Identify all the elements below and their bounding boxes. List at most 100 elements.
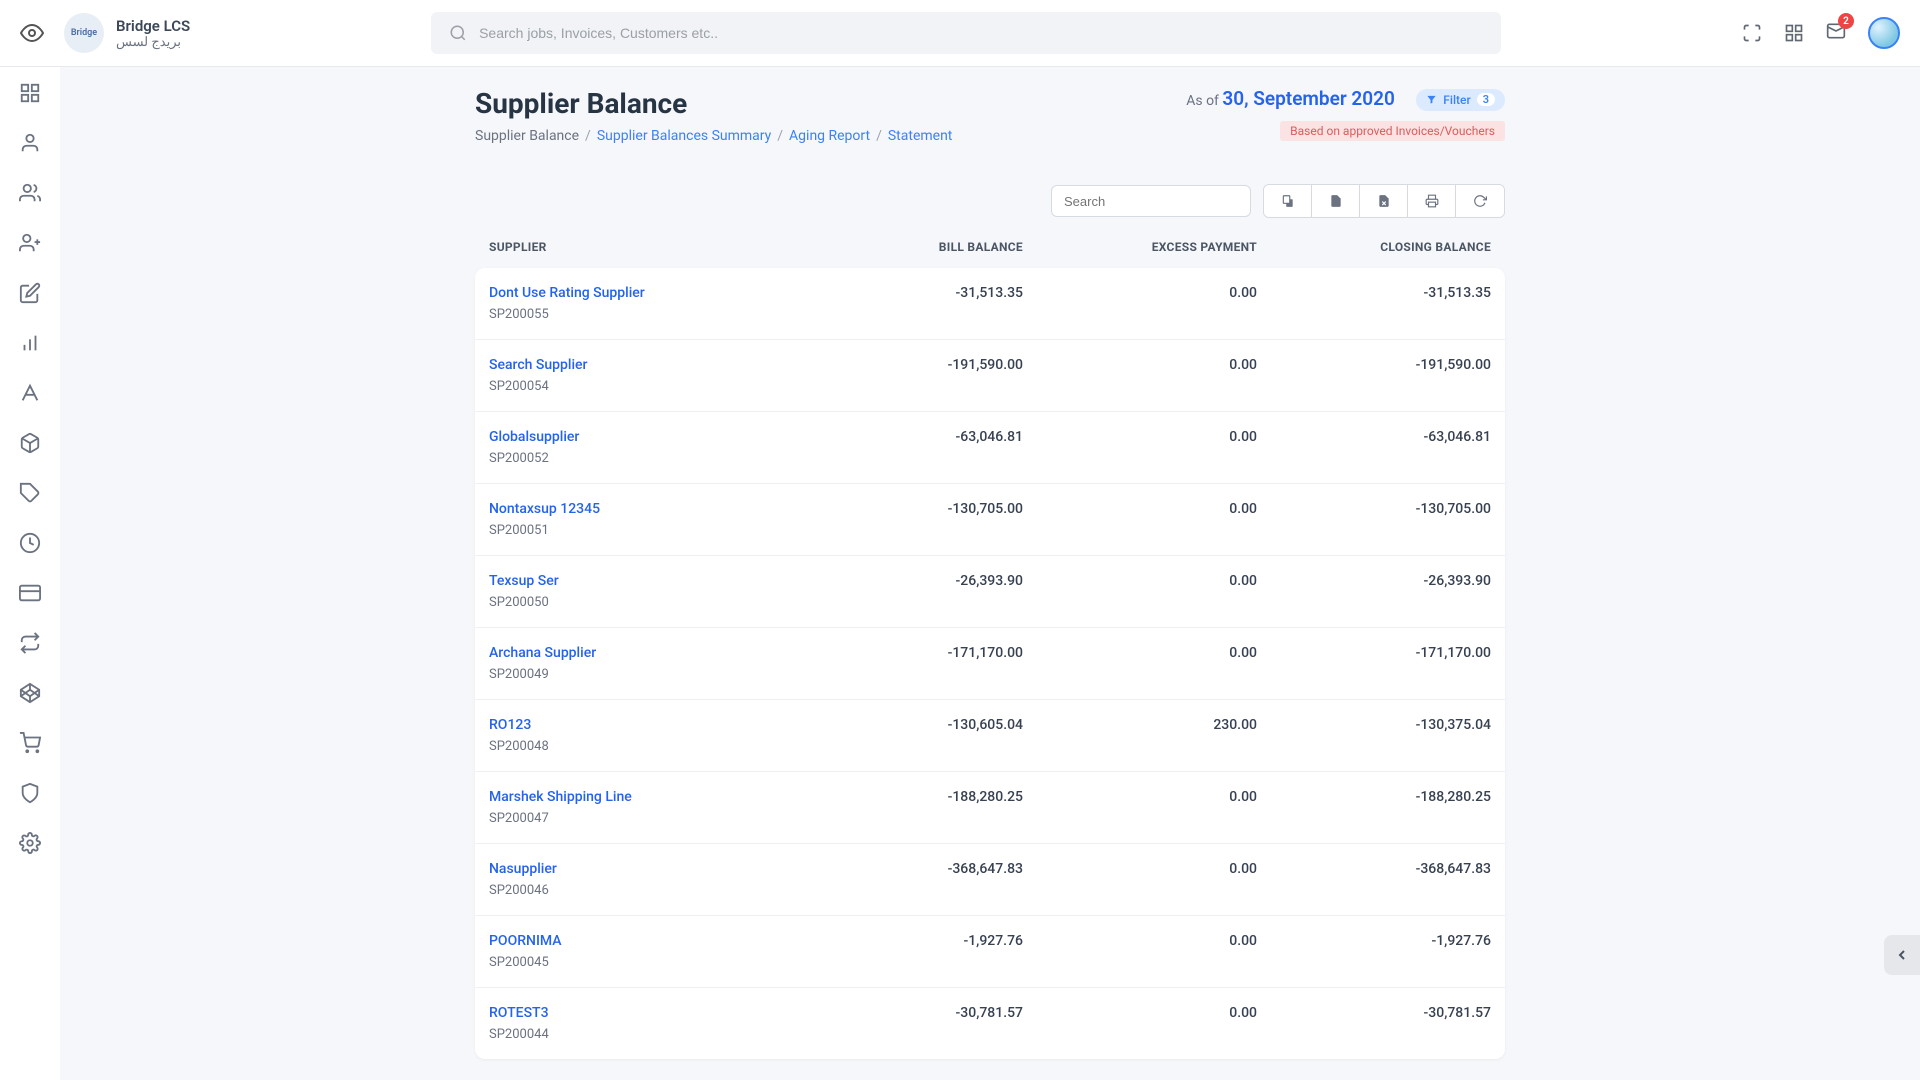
filter-icon: [1426, 94, 1437, 105]
bill-balance-cell: -63,046.81: [789, 429, 1023, 466]
brand-text: Bridge LCS بريدج لسس: [116, 17, 190, 50]
excess-payment-cell: 0.00: [1023, 1005, 1257, 1042]
table-body: Dont Use Rating SupplierSP200055-31,513.…: [475, 268, 1505, 1059]
grid-apps-icon[interactable]: [1784, 23, 1804, 43]
closing-balance-cell: -171,170.00: [1257, 645, 1491, 682]
sidebar-tag-icon[interactable]: [19, 482, 41, 504]
filter-label: Filter: [1443, 93, 1470, 107]
sidebar-font-icon[interactable]: [19, 382, 41, 404]
fullscreen-icon[interactable]: [1742, 23, 1762, 43]
sidebar-users-icon[interactable]: [19, 182, 41, 204]
table-row: NasupplierSP200046-368,647.830.00-368,64…: [475, 844, 1505, 916]
excess-payment-cell: 0.00: [1023, 573, 1257, 610]
content: Supplier Balance Supplier Balance/Suppli…: [475, 87, 1505, 1059]
excess-payment-cell: 0.00: [1023, 429, 1257, 466]
print-button[interactable]: [1408, 185, 1456, 217]
supplier-link[interactable]: Texsup Ser: [489, 573, 789, 589]
table-row: Archana SupplierSP200049-171,170.000.00-…: [475, 628, 1505, 700]
breadcrumb: Supplier Balance/Supplier Balances Summa…: [475, 128, 952, 144]
global-search[interactable]: [431, 12, 1501, 54]
breadcrumb-link[interactable]: Statement: [888, 128, 953, 144]
export-file-button[interactable]: [1312, 185, 1360, 217]
copy-button[interactable]: [1264, 185, 1312, 217]
sidebar-card-icon[interactable]: [19, 582, 41, 604]
title-right: As of 30, September 2020 Filter 3 Based …: [1186, 87, 1505, 141]
sidebar-settings-icon[interactable]: [19, 832, 41, 854]
supplier-link[interactable]: Archana Supplier: [489, 645, 789, 661]
chevron-left-icon: [1894, 947, 1910, 963]
notifications[interactable]: 2: [1826, 21, 1846, 45]
table-search-input[interactable]: [1051, 185, 1251, 217]
breadcrumb-separator: /: [777, 128, 783, 144]
toolbar: [475, 184, 1505, 218]
visibility-icon[interactable]: [20, 21, 44, 45]
table-row: ROTEST3SP200044-30,781.570.00-30,781.57: [475, 988, 1505, 1059]
supplier-link[interactable]: Globalsupplier: [489, 429, 789, 445]
sidebar-package-icon[interactable]: [19, 432, 41, 454]
breadcrumb-separator: /: [876, 128, 882, 144]
title-left: Supplier Balance Supplier Balance/Suppli…: [475, 87, 952, 144]
sidebar-shield-icon[interactable]: [19, 782, 41, 804]
supplier-link[interactable]: ROTEST3: [489, 1005, 789, 1021]
closing-balance-cell: -130,705.00: [1257, 501, 1491, 538]
supplier-code: SP200045: [489, 955, 789, 970]
excess-payment-cell: 0.00: [1023, 285, 1257, 322]
closing-balance-cell: -191,590.00: [1257, 357, 1491, 394]
bill-balance-cell: -191,590.00: [789, 357, 1023, 394]
avatar[interactable]: [1868, 17, 1900, 49]
closing-balance-cell: -31,513.35: [1257, 285, 1491, 322]
toolbar-buttons: [1263, 184, 1505, 218]
table-row: Marshek Shipping LineSP200047-188,280.25…: [475, 772, 1505, 844]
supplier-link[interactable]: RO123: [489, 717, 789, 733]
filter-button[interactable]: Filter 3: [1416, 89, 1505, 111]
supplier-link[interactable]: Search Supplier: [489, 357, 789, 373]
closing-balance-cell: -188,280.25: [1257, 789, 1491, 826]
bill-balance-cell: -188,280.25: [789, 789, 1023, 826]
supplier-link[interactable]: Nasupplier: [489, 861, 789, 877]
supplier-cell: RO123 SP200048: [489, 717, 789, 754]
sidebar-user-icon[interactable]: [19, 132, 41, 154]
sidebar-dashboard-icon[interactable]: [19, 82, 41, 104]
table-row: Dont Use Rating SupplierSP200055-31,513.…: [475, 268, 1505, 340]
supplier-code: SP200050: [489, 595, 789, 610]
supplier-link[interactable]: Dont Use Rating Supplier: [489, 285, 789, 301]
excess-payment-cell: 0.00: [1023, 933, 1257, 970]
table-row: RO123SP200048-130,605.04230.00-130,375.0…: [475, 700, 1505, 772]
closing-balance-cell: -26,393.90: [1257, 573, 1491, 610]
as-of-label: As of: [1186, 93, 1219, 109]
excess-payment-cell: 230.00: [1023, 717, 1257, 754]
col-closing-balance: CLOSING BALANCE: [1257, 240, 1491, 254]
sidebar-edit-icon[interactable]: [19, 282, 41, 304]
supplier-code: SP200055: [489, 307, 789, 322]
sidebar-add-user-icon[interactable]: [19, 232, 41, 254]
supplier-cell: Nontaxsup 12345SP200051: [489, 501, 789, 538]
sidebar-cart-icon[interactable]: [19, 732, 41, 754]
sidebar-chart-icon[interactable]: [19, 332, 41, 354]
bill-balance-cell: -31,513.35: [789, 285, 1023, 322]
closing-balance-cell: -63,046.81: [1257, 429, 1491, 466]
refresh-icon: [1473, 194, 1487, 208]
search-icon: [449, 24, 467, 42]
supplier-link[interactable]: Nontaxsup 12345: [489, 501, 789, 517]
sidebar-codepen-icon[interactable]: [19, 682, 41, 704]
brand-logo[interactable]: Bridge: [64, 13, 104, 53]
supplier-code: SP200044: [489, 1027, 789, 1042]
refresh-button[interactable]: [1456, 185, 1504, 217]
filter-count: 3: [1477, 93, 1495, 106]
excess-payment-cell: 0.00: [1023, 645, 1257, 682]
supplier-link[interactable]: Marshek Shipping Line: [489, 789, 789, 805]
breadcrumb-link[interactable]: Aging Report: [789, 128, 870, 144]
supplier-link[interactable]: POORNIMA: [489, 933, 789, 949]
global-search-input[interactable]: [479, 25, 1483, 41]
supplier-code: SP200054: [489, 379, 789, 394]
print-icon: [1425, 194, 1439, 208]
closing-balance-cell: -130,375.04: [1257, 717, 1491, 754]
breadcrumb-link[interactable]: Supplier Balances Summary: [597, 128, 771, 144]
copy-icon: [1281, 194, 1295, 208]
collapse-panel-button[interactable]: [1884, 935, 1920, 975]
sidebar-clock-icon[interactable]: [19, 532, 41, 554]
export-excel-button[interactable]: [1360, 185, 1408, 217]
supplier-code: SP200048: [489, 739, 789, 754]
main: Supplier Balance Supplier Balance/Suppli…: [60, 67, 1920, 1080]
sidebar-sync-icon[interactable]: [19, 632, 41, 654]
